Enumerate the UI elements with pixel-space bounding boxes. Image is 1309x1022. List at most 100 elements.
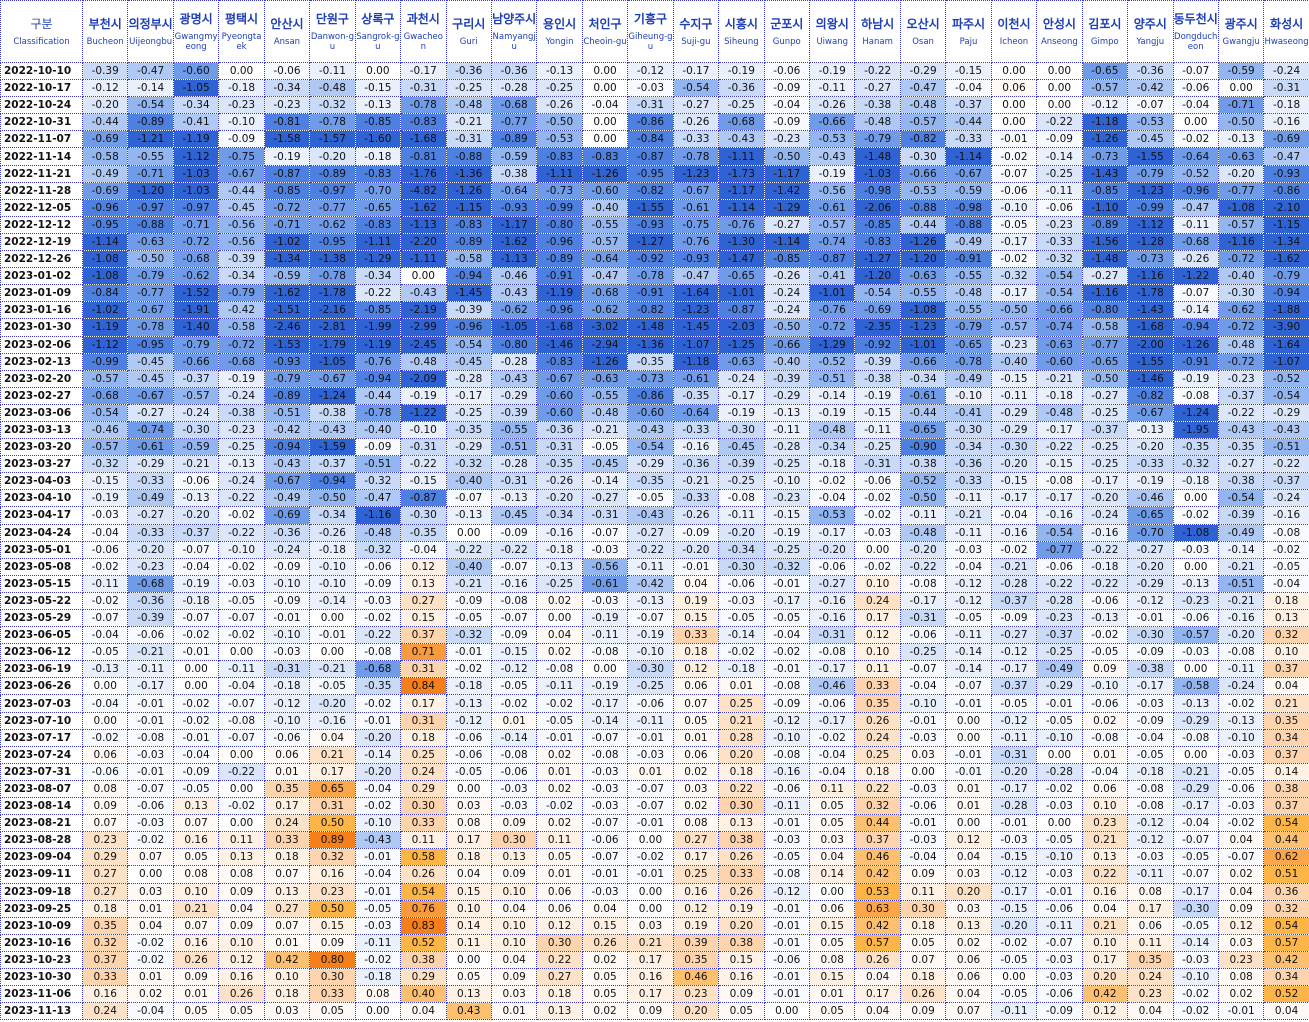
value-cell: -0.32 xyxy=(445,455,492,474)
value-cell: -0.44 xyxy=(354,386,402,405)
value-cell: -2.09 xyxy=(400,369,447,388)
column-header: 오산시 Osan xyxy=(899,0,947,63)
value-cell: -0.68 xyxy=(172,250,220,269)
value-cell: -0.15 xyxy=(990,899,1038,918)
value-cell: -0.79 xyxy=(1127,164,1174,183)
row-date: 2022-12-19 xyxy=(0,232,83,252)
value-cell: -0.48 xyxy=(899,96,947,115)
column-header-korean: 이천시 xyxy=(997,16,1031,31)
value-cell: -0.34 xyxy=(718,540,765,559)
value-cell: -0.05 xyxy=(490,677,538,696)
value-cell: -0.47 xyxy=(127,61,174,81)
value-cell: -1.11 xyxy=(400,250,447,269)
value-cell: -0.37 xyxy=(1263,472,1309,491)
value-cell: -0.30 xyxy=(945,420,992,440)
value-cell: -0.87 xyxy=(263,164,311,183)
value-cell: -1.08 xyxy=(1172,523,1219,542)
value-cell: -0.27 xyxy=(808,574,856,593)
value-cell: -0.06 xyxy=(1081,591,1129,611)
value-cell: -0.02 xyxy=(536,797,583,816)
value-cell: -0.04 xyxy=(945,79,992,98)
value-cell: 0.11 xyxy=(1127,933,1174,952)
value-cell: -0.28 xyxy=(490,455,538,474)
value-cell: -0.08 xyxy=(536,660,583,679)
value-cell: -0.56 xyxy=(808,181,856,200)
value-cell: -0.84 xyxy=(627,130,674,149)
column-header: 하남시 Hanam xyxy=(854,0,901,63)
value-cell: 0.04 xyxy=(1127,1002,1174,1021)
value-cell: -1.73 xyxy=(718,164,765,183)
value-cell: -0.03 xyxy=(218,574,265,593)
value-cell: -0.20 xyxy=(899,540,947,559)
value-cell: 0.08 xyxy=(445,814,492,833)
value-cell: -0.12 xyxy=(763,882,811,901)
value-cell: -0.62 xyxy=(172,267,220,286)
value-cell: -1.29 xyxy=(763,198,811,217)
value-cell: -0.18 xyxy=(445,677,492,696)
value-cell: -0.02 xyxy=(172,711,220,730)
value-cell: -0.45 xyxy=(127,369,174,388)
table-row: 2023-02-27 -0.68 -0.67 -0.57 -0.24 -0.89 -1.24… xyxy=(0,386,1309,405)
value-cell: -0.66 xyxy=(172,352,220,371)
value-cell: -0.21 xyxy=(445,113,492,132)
value-cell: 0.08 xyxy=(354,985,402,1004)
value-cell: -0.03 xyxy=(581,591,629,611)
value-cell: -0.23 xyxy=(263,96,311,115)
value-cell: -0.32 xyxy=(763,557,811,576)
value-cell: -0.65 xyxy=(1081,352,1129,371)
value-cell: -0.13 xyxy=(445,506,492,525)
value-cell: -0.29 xyxy=(1036,677,1083,696)
value-cell: -0.11 xyxy=(1217,660,1265,679)
column-header: 안성시 Anseong xyxy=(1036,0,1083,63)
table-row: 2023-09-04 0.29 0.07 0.05 0.13 0.18 0.32 -0.01 0… xyxy=(0,848,1309,867)
value-cell: -0.02 xyxy=(1036,779,1083,799)
value-cell: -0.25 xyxy=(536,574,583,593)
value-cell: -0.39 xyxy=(445,301,492,320)
value-cell: -0.31 xyxy=(627,96,674,115)
value-cell: -0.11 xyxy=(1036,181,1083,200)
value-cell: -0.51 xyxy=(1263,438,1309,457)
value-cell: 0.18 xyxy=(672,643,720,662)
value-cell: -0.06 xyxy=(808,694,856,713)
value-cell: -0.03 xyxy=(490,797,538,816)
value-cell: -0.95 xyxy=(627,164,674,183)
row-date: 2023-02-20 xyxy=(0,369,83,388)
value-cell: -1.29 xyxy=(808,335,856,354)
value-cell: -1.76 xyxy=(400,164,447,183)
value-cell: -0.03 xyxy=(490,779,538,799)
value-cell: 0.00 xyxy=(1036,79,1083,98)
table-row: 2023-03-27 -0.32 -0.29 -0.21 -0.13 -0.43 -0.37… xyxy=(0,455,1309,474)
value-cell: 0.30 xyxy=(490,831,538,850)
value-cell: 0.25 xyxy=(854,745,901,764)
value-cell: 0.57 xyxy=(854,933,901,952)
value-cell: -0.04 xyxy=(945,557,992,576)
value-cell: -0.07 xyxy=(218,728,265,747)
value-cell: 0.33 xyxy=(718,865,765,884)
table-row: 2023-08-14 0.09 -0.06 0.13 -0.02 0.17 0.31 -0.0… xyxy=(0,797,1309,816)
value-cell: -0.04 xyxy=(172,745,220,764)
value-cell: -0.11 xyxy=(1172,215,1219,234)
value-cell: -1.48 xyxy=(854,147,901,166)
value-cell: -0.67 xyxy=(218,164,265,183)
row-date: 2023-06-05 xyxy=(0,626,83,645)
value-cell: -0.17 xyxy=(1036,420,1083,440)
value-cell: -0.50 xyxy=(127,250,174,269)
value-cell: -0.02 xyxy=(172,626,220,645)
value-cell: 0.17 xyxy=(400,694,447,713)
value-cell: 0.01 xyxy=(490,711,538,730)
value-cell: -0.89 xyxy=(536,250,583,269)
value-cell: -0.25 xyxy=(445,403,492,422)
value-cell: -0.11 xyxy=(990,1002,1038,1021)
row-date: 2023-08-21 xyxy=(0,814,83,833)
column-header-korean: 오산시 xyxy=(906,16,940,31)
table-row: 2022-11-07 -0.69 -1.21 -1.19 -0.09 -1.58 -1.57… xyxy=(0,130,1309,149)
value-cell: -1.25 xyxy=(718,335,765,354)
value-cell: 0.14 xyxy=(445,916,492,935)
value-cell: -1.19 xyxy=(354,335,402,354)
value-cell: 0.04 xyxy=(1263,677,1309,696)
value-cell: -0.05 xyxy=(1172,916,1219,935)
value-cell: -0.95 xyxy=(81,215,129,234)
value-cell: -0.17 xyxy=(1172,797,1219,816)
value-cell: -1.22 xyxy=(1172,267,1219,286)
value-cell: -0.05 xyxy=(627,489,674,508)
